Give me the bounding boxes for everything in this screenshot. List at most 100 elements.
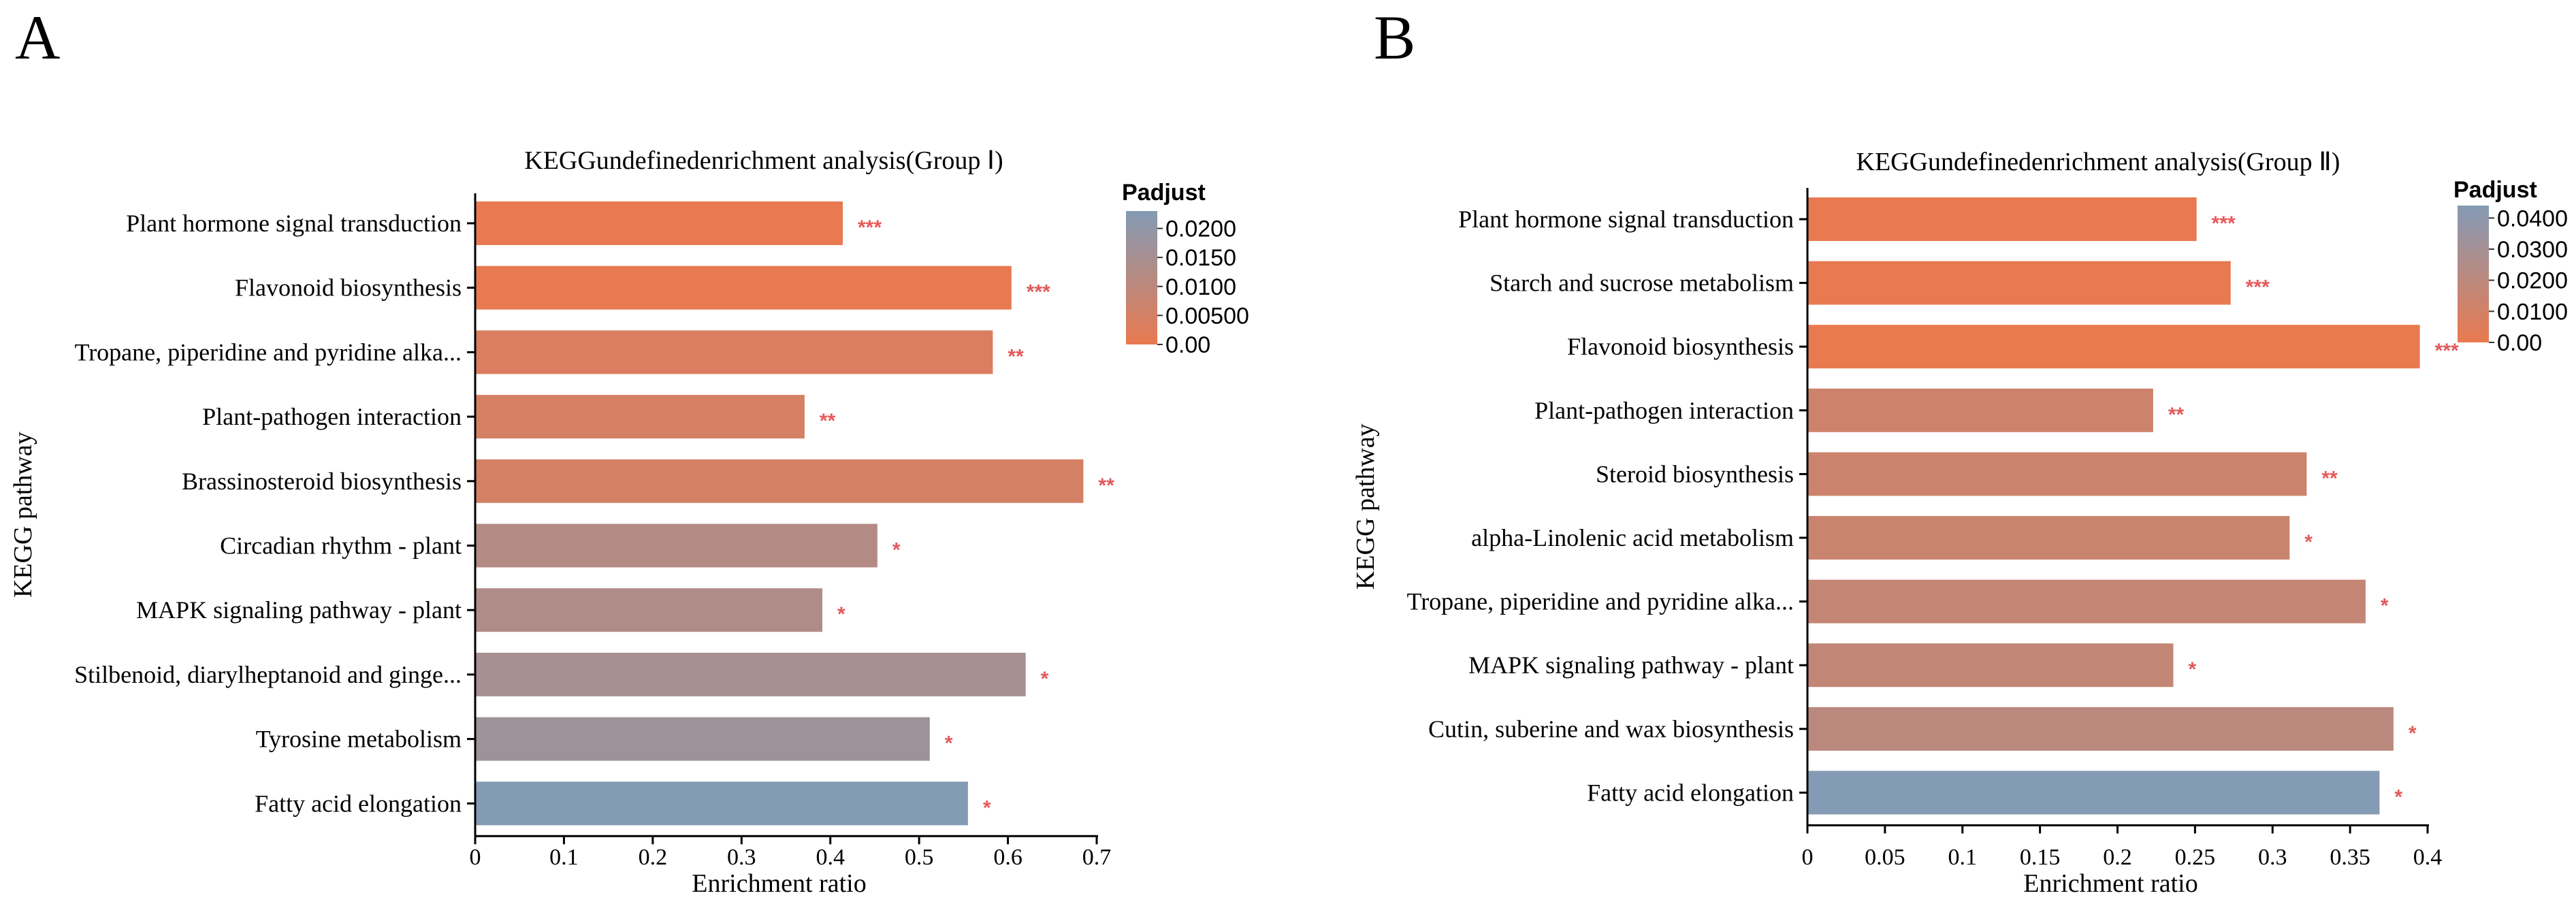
chart-a-category-label: Fatty acid elongation bbox=[255, 790, 462, 817]
chart-b-category-label: alpha-Linolenic acid metabolism bbox=[1471, 524, 1794, 551]
chart-a-significance: *** bbox=[858, 216, 882, 239]
chart-b-significance: * bbox=[2394, 786, 2402, 808]
chart-a-xtick-label: 0.6 bbox=[993, 845, 1023, 870]
chart-a-significance: ** bbox=[820, 410, 836, 432]
chart-a-xtick-label: 0 bbox=[470, 845, 481, 870]
panel-letter-b: B bbox=[1374, 3, 1415, 72]
chart-b-bar bbox=[1808, 325, 2420, 369]
chart-a-legend-title: Padjust bbox=[1122, 180, 1206, 206]
chart-a-xtick-label: 0.1 bbox=[549, 845, 579, 870]
chart-a-category-label: Plant-pathogen interaction bbox=[202, 403, 462, 430]
chart-a-significance: * bbox=[983, 796, 991, 819]
chart-b-category-label: Starch and sucrose metabolism bbox=[1490, 270, 1794, 297]
chart-b-significance: * bbox=[2409, 722, 2417, 745]
chart-b-category-label: Tropane, piperidine and pyridine alka... bbox=[1406, 588, 1794, 615]
chart-b-xtick-label: 0.1 bbox=[1948, 845, 1978, 870]
chart-a-category-label: Plant hormone signal transduction bbox=[126, 210, 462, 237]
chart-b-significance: ** bbox=[2168, 404, 2185, 426]
chart-b-xtick-label: 0.15 bbox=[2020, 845, 2061, 870]
chart-a-significance: * bbox=[1041, 668, 1049, 690]
chart-b-significance: *** bbox=[2212, 212, 2236, 235]
chart-b-bar bbox=[1808, 388, 2153, 432]
chart-b-bar bbox=[1808, 579, 2366, 624]
chart-a-bar bbox=[476, 395, 805, 439]
chart-a-xtick-label: 0.2 bbox=[639, 845, 668, 870]
chart-b-category-label: Steroid biosynthesis bbox=[1596, 460, 1794, 487]
chart-a-bar bbox=[476, 523, 878, 568]
chart-b-bar bbox=[1808, 516, 2290, 560]
panel-letter-a: A bbox=[15, 3, 60, 72]
chart-a-category-label: Brassinosteroid biosynthesis bbox=[182, 468, 462, 495]
chart-b-significance: * bbox=[2304, 531, 2313, 553]
chart-b-xtick-label: 0.4 bbox=[2413, 845, 2443, 870]
chart-a-bar bbox=[476, 717, 930, 761]
chart-a-significance: *** bbox=[1027, 281, 1050, 304]
chart-a-significance: * bbox=[892, 539, 901, 562]
chart-a-legend-tick-label: 0.0100 bbox=[1165, 274, 1236, 300]
chart-b-category-label: Flavonoid biosynthesis bbox=[1567, 333, 1794, 360]
chart-b-xtick-label: 0.35 bbox=[2330, 845, 2370, 870]
chart-a-xtick-label: 0.4 bbox=[816, 845, 845, 870]
chart-b-bar bbox=[1808, 643, 2174, 688]
chart-b-xtick-label: 0.25 bbox=[2175, 845, 2216, 870]
chart-a-significance: ** bbox=[1098, 474, 1114, 497]
chart-a-bar bbox=[476, 652, 1026, 696]
chart-b-legend-tick-label: 0.00 bbox=[2497, 330, 2542, 356]
chart-a-xtick-label: 0.3 bbox=[727, 845, 756, 870]
chart-b-bar bbox=[1808, 452, 2307, 496]
chart-a-legend-tick-label: 0.00 bbox=[1165, 332, 1210, 358]
chart-a-ylabel: KEGG pathway bbox=[9, 432, 37, 598]
chart-a-title: KEGGundefinedenrichment analysis(Group Ⅰ… bbox=[524, 146, 1003, 175]
chart-a-bar bbox=[476, 588, 822, 632]
chart-b-bar bbox=[1808, 771, 2380, 815]
chart-a-bar bbox=[476, 201, 843, 245]
chart-b-xtick-label: 0.3 bbox=[2258, 845, 2287, 870]
chart-a-xtick-label: 0.7 bbox=[1082, 845, 1112, 870]
chart-b-significance: *** bbox=[2435, 340, 2459, 362]
chart-a-legend-colorbar bbox=[1126, 211, 1157, 344]
chart-b-legend-tick-label: 0.0300 bbox=[2497, 237, 2568, 263]
chart-b-category-label: Cutin, suberine and wax biosynthesis bbox=[1428, 715, 1794, 743]
chart-a-bar bbox=[476, 330, 993, 374]
chart-b-title: KEGGundefinedenrichment analysis(Group Ⅱ… bbox=[1856, 148, 2340, 176]
chart-b-xlabel: Enrichment ratio bbox=[2023, 869, 2197, 898]
chart-a-legend-tick-label: 0.0150 bbox=[1165, 245, 1236, 271]
chart-a-category-label: Circadian rhythm - plant bbox=[220, 532, 462, 560]
chart-b-bar bbox=[1808, 707, 2394, 751]
chart-b-bar bbox=[1808, 261, 2231, 305]
chart-b-category-label: MAPK signaling pathway - plant bbox=[1468, 651, 1794, 679]
chart-b-xtick-label: 0.05 bbox=[1865, 845, 1905, 870]
chart-a-legend-tick-label: 0.00500 bbox=[1165, 303, 1249, 329]
chart-b-legend-tick-label: 0.0100 bbox=[2497, 299, 2568, 325]
chart-a-legend-tick-label: 0.0200 bbox=[1165, 216, 1236, 242]
chart-a-category-label: MAPK signaling pathway - plant bbox=[136, 596, 462, 624]
chart-a-significance: ** bbox=[1008, 345, 1024, 368]
chart-a-category-label: Tyrosine metabolism bbox=[256, 726, 462, 753]
chart-b-category-label: Plant-pathogen interaction bbox=[1534, 397, 1794, 424]
chart-b-xtick-label: 0.2 bbox=[2103, 845, 2132, 870]
chart-b-significance: *** bbox=[2246, 276, 2270, 299]
chart-a-bar bbox=[476, 781, 968, 826]
chart-b-legend-title: Padjust bbox=[2453, 177, 2537, 203]
chart-a-xlabel: Enrichment ratio bbox=[692, 869, 866, 898]
chart-b-bar bbox=[1808, 197, 2197, 241]
chart-b-category-label: Fatty acid elongation bbox=[1587, 779, 1794, 806]
chart-a-significance: * bbox=[945, 732, 953, 755]
chart-a-category-label: Stilbenoid, diarylheptanoid and ginge... bbox=[74, 661, 462, 688]
chart-b-legend-tick-label: 0.0200 bbox=[2497, 268, 2568, 294]
chart-a: KEGGundefinedenrichment analysis(Group Ⅰ… bbox=[9, 146, 1249, 898]
chart-b-xtick-label: 0 bbox=[1802, 845, 1814, 870]
chart-b-legend-tick-label: 0.0400 bbox=[2497, 206, 2568, 231]
chart-b-significance: * bbox=[2188, 658, 2196, 681]
chart-b-category-label: Plant hormone signal transduction bbox=[1458, 206, 1794, 233]
chart-b-legend-colorbar bbox=[2458, 206, 2489, 342]
chart-b-ylabel: KEGG pathway bbox=[1351, 423, 1380, 590]
chart-a-bar bbox=[476, 265, 1012, 310]
chart-a-bar bbox=[476, 459, 1084, 503]
chart-a-significance: * bbox=[837, 603, 846, 626]
chart-b: KEGGundefinedenrichment analysis(Group Ⅱ… bbox=[1351, 148, 2568, 898]
chart-b-significance: * bbox=[2381, 595, 2389, 617]
chart-a-xtick-label: 0.5 bbox=[905, 845, 934, 870]
chart-a-category-label: Tropane, piperidine and pyridine alka... bbox=[74, 338, 462, 366]
